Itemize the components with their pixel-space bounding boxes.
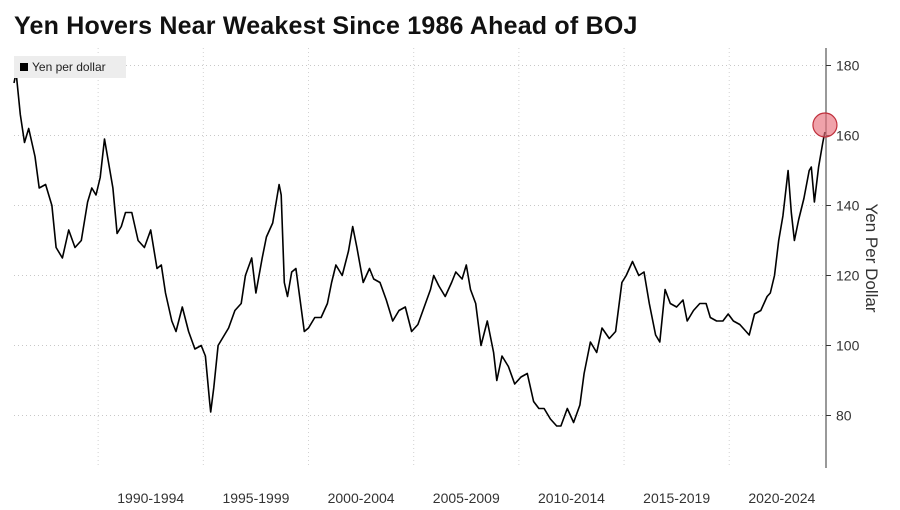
- y-tick-label: 120: [836, 268, 860, 284]
- x-tick-label: 2015-2019: [643, 490, 710, 506]
- y-tick-label: 140: [836, 198, 860, 214]
- legend-box: [14, 56, 126, 78]
- x-tick-label: 1990-1994: [117, 490, 184, 506]
- y-tick-label: 80: [836, 408, 852, 424]
- legend-label: Yen per dollar: [32, 60, 106, 74]
- x-tick-label: 2005-2009: [433, 490, 500, 506]
- legend: Yen per dollar: [14, 56, 126, 78]
- grid-lines: [14, 65, 826, 416]
- x-grid-lines: [97, 48, 730, 468]
- x-tick-label: 2020-2024: [748, 490, 815, 506]
- y-tick-label: 100: [836, 338, 860, 354]
- y-axis-ticks: 80 100 120 140 160 180: [826, 58, 860, 424]
- annotations: [812, 112, 838, 138]
- series-group: [13, 71, 826, 427]
- chart-title: Yen Hovers Near Weakest Since 1986 Ahead…: [14, 12, 638, 40]
- x-tick-label: 2000-2004: [328, 490, 395, 506]
- x-axis-ticks: 1990-1994 1995-1999 2000-2004 2005-2009 2010…: [117, 490, 815, 506]
- highlight-marker: [812, 112, 838, 138]
- x-tick-label: 1995-1999: [222, 490, 289, 506]
- y-tick-label: 160: [836, 128, 860, 144]
- legend-swatch: [20, 63, 28, 71]
- series-line: [13, 71, 826, 427]
- y-tick-label: 180: [836, 58, 860, 74]
- x-tick-label: 2010-2014: [538, 490, 605, 506]
- y-axis-label: Yen Per Dollar: [862, 204, 881, 313]
